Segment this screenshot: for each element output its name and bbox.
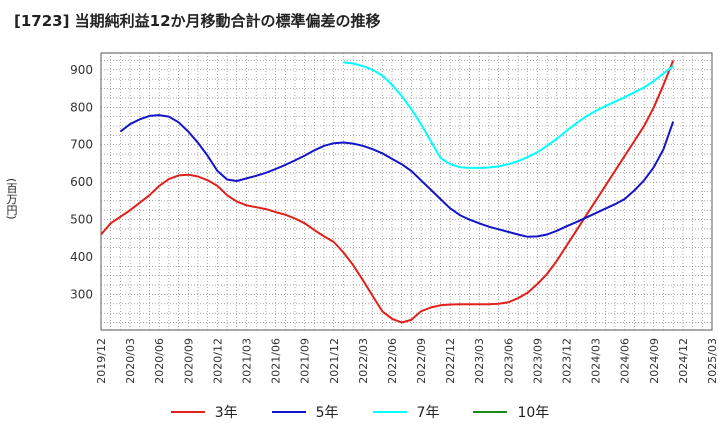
x-tick-label: 2023/12 [561, 338, 574, 384]
x-tick-label: 2024/12 [677, 338, 690, 384]
legend-label-5y: 5年 [315, 405, 339, 421]
legend-item-7y: 7年 [372, 402, 440, 422]
chart-title: [1723] 当期純利益12か月移動合計の標準偏差の推移 [14, 12, 381, 30]
legend-item-5y: 5年 [271, 402, 339, 422]
legend-swatch-3y [170, 411, 205, 413]
x-tick-label: 2023/09 [531, 338, 544, 384]
x-tick-label: 2022/09 [415, 338, 428, 384]
series-line-3y [100, 60, 675, 324]
legend-label-7y: 7年 [416, 405, 440, 421]
x-tick-label: 2025/03 [706, 338, 719, 384]
legend-swatch-7y [372, 411, 407, 413]
x-tick-label: 2022/12 [444, 338, 457, 384]
legend-item-3y: 3年 [170, 402, 238, 422]
legend-label-10y: 10年 [517, 405, 550, 421]
y-tick-label: 800 [70, 100, 93, 114]
legend-item-10y: 10年 [473, 402, 549, 422]
x-tick-label: 2023/06 [502, 338, 515, 384]
y-axis-label: (百万円) [5, 178, 18, 220]
x-tick-label: 2020/03 [124, 338, 137, 384]
y-tick-label: 400 [70, 250, 93, 264]
x-tick-label: 2022/03 [357, 338, 370, 384]
x-tick-label: 2020/06 [153, 338, 166, 384]
y-tick-label: 300 [70, 287, 93, 301]
series-line-7y [343, 61, 674, 169]
x-tick-label: 2024/03 [590, 338, 603, 384]
x-tick-label: 2021/03 [240, 338, 253, 384]
x-tick-label: 2019/12 [95, 338, 108, 384]
series-line-5y [119, 114, 675, 238]
legend-swatch-5y [271, 411, 306, 413]
legend: 3年 5年 7年 10年 [0, 402, 720, 422]
y-tick-label: 700 [70, 138, 93, 152]
x-tick-label: 2021/09 [299, 338, 312, 384]
y-tick-label: 600 [70, 175, 93, 189]
y-tick-label: 500 [70, 213, 93, 227]
x-tick-label: 2021/06 [270, 338, 283, 384]
x-tick-label: 2020/12 [211, 338, 224, 384]
x-tick-label: 2024/06 [619, 338, 632, 384]
x-tick-label: 2020/09 [182, 338, 195, 384]
x-tick-label: 2021/12 [328, 338, 341, 384]
legend-swatch-10y [473, 411, 508, 413]
x-tick-label: 2024/09 [648, 338, 661, 384]
x-tick-label: 2022/06 [386, 338, 399, 384]
legend-label-3y: 3年 [214, 405, 238, 421]
x-tick-label: 2023/03 [473, 338, 486, 384]
y-tick-label: 900 [70, 63, 93, 77]
